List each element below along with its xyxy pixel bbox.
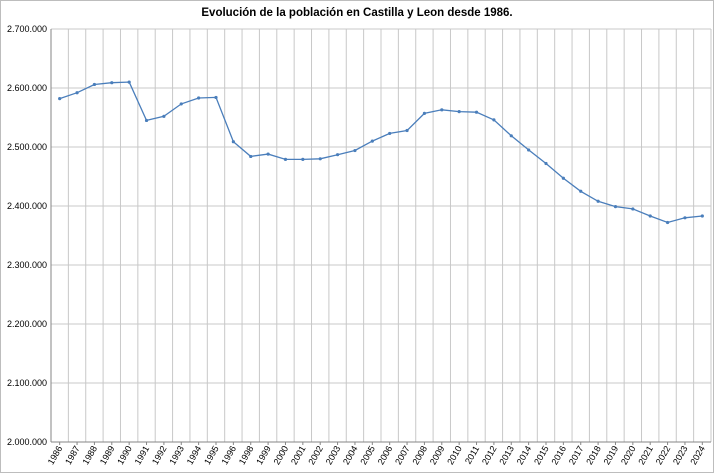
data-point xyxy=(457,110,461,114)
data-point xyxy=(405,128,409,133)
x-tick-label: 1986 xyxy=(46,444,65,466)
data-point xyxy=(579,189,583,193)
data-point xyxy=(492,118,496,122)
x-tick-label: 2008 xyxy=(410,444,429,466)
x-tick-label: 1998 xyxy=(237,444,256,466)
data-point xyxy=(388,131,392,136)
chart-title: Evolución de la población en Castilla y … xyxy=(201,7,513,19)
x-tick-label: 1999 xyxy=(254,444,273,466)
x-tick-label: 2015 xyxy=(532,444,551,466)
data-point xyxy=(249,154,253,159)
data-point xyxy=(370,139,374,143)
data-point xyxy=(665,220,670,225)
data-point xyxy=(283,157,288,161)
data-point xyxy=(474,110,479,114)
y-tick-label: 2.700.000 xyxy=(7,24,47,34)
data-point xyxy=(214,95,218,100)
data-point xyxy=(509,134,513,138)
x-tick-label: 2002 xyxy=(306,444,325,466)
y-tick-label: 2.100.000 xyxy=(7,378,47,388)
x-tick-label: 1991 xyxy=(133,444,152,466)
x-tick-label: 2019 xyxy=(602,444,621,466)
data-point xyxy=(700,214,704,218)
data-point xyxy=(613,204,618,209)
data-point xyxy=(683,216,687,220)
x-tick-label: 2006 xyxy=(376,444,395,466)
x-tick-label: 2014 xyxy=(515,444,534,466)
x-tick-label: 2020 xyxy=(619,444,638,466)
x-tick-label: 1990 xyxy=(115,444,134,466)
y-tick-label: 2.200.000 xyxy=(7,319,47,329)
data-point xyxy=(162,114,166,118)
data-point xyxy=(561,176,565,180)
x-tick-label: 2005 xyxy=(358,444,377,466)
data-point xyxy=(179,102,183,106)
x-tick-label: 2024 xyxy=(688,444,707,466)
x-tick-label: 1993 xyxy=(167,444,186,466)
y-tick-label: 2.300.000 xyxy=(7,260,47,270)
data-point xyxy=(231,140,235,144)
x-tick-label: 1989 xyxy=(98,444,117,466)
x-tick-label: 2011 xyxy=(463,444,481,466)
x-tick-label: 2007 xyxy=(393,444,412,466)
x-tick-label: 2016 xyxy=(549,444,568,466)
x-tick-label: 2001 xyxy=(289,444,308,466)
x-tick-label: 1988 xyxy=(80,444,99,466)
x-tick-label: 2018 xyxy=(584,444,603,466)
series-line xyxy=(59,81,703,224)
x-tick-label: 2003 xyxy=(324,444,343,466)
data-point xyxy=(353,148,357,153)
x-tick-label: 2009 xyxy=(428,444,447,466)
x-tick-label: 2004 xyxy=(341,444,360,466)
data-point xyxy=(631,207,635,211)
data-point xyxy=(58,97,62,101)
data-point xyxy=(197,96,201,100)
x-tick-label: 1996 xyxy=(219,444,238,466)
y-tick-label: 2.400.000 xyxy=(7,201,47,211)
x-tick-label: 2013 xyxy=(497,444,516,466)
y-tick-label: 2.000.000 xyxy=(7,437,47,447)
data-point xyxy=(335,153,340,157)
data-point xyxy=(596,199,600,203)
data-point xyxy=(144,118,149,123)
x-tick-label: 2010 xyxy=(445,444,464,466)
x-tick-label: 2022 xyxy=(654,444,673,466)
data-point xyxy=(318,157,322,161)
data-point xyxy=(648,214,652,218)
x-tick-label: 2023 xyxy=(671,444,690,466)
data-point xyxy=(127,80,131,84)
x-tick-label: 2000 xyxy=(272,444,291,466)
data-point xyxy=(75,91,79,95)
x-tick-label: 2012 xyxy=(480,444,499,466)
x-tick-label: 2017 xyxy=(567,444,586,466)
x-tick-label: 1987 xyxy=(63,444,82,466)
data-point xyxy=(544,161,548,166)
data-point xyxy=(301,157,305,161)
data-point xyxy=(110,81,114,85)
x-tick-label: 1992 xyxy=(150,444,169,466)
data-point xyxy=(422,111,427,115)
data-point xyxy=(527,148,531,152)
data-point xyxy=(440,108,444,112)
x-tick-label: 1995 xyxy=(202,444,221,466)
y-tick-label: 2.500.000 xyxy=(7,142,47,152)
y-tick-label: 2.600.000 xyxy=(7,83,47,93)
x-tick-label: 2021 xyxy=(636,444,655,466)
data-point xyxy=(92,82,97,87)
x-tick-label: 1994 xyxy=(185,444,204,466)
data-point xyxy=(266,152,270,156)
